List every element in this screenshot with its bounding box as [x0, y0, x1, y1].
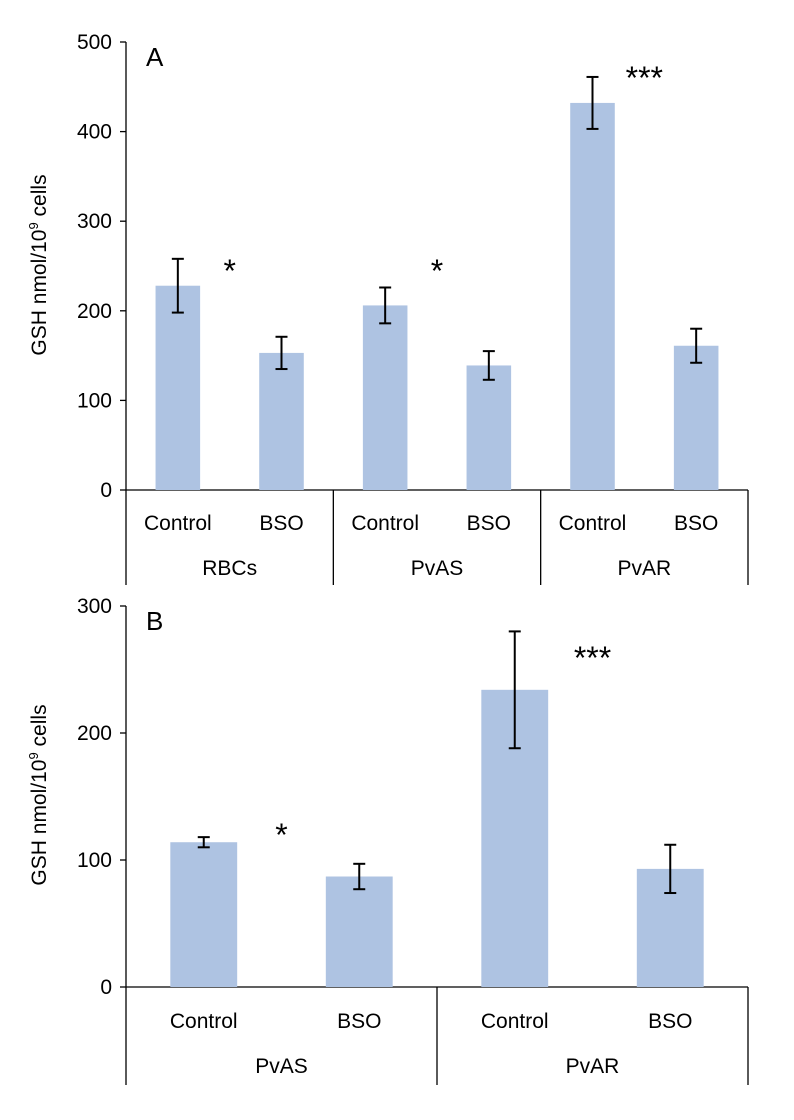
y-axis-label: GSH nmol/109 cells [26, 704, 51, 885]
bar [466, 365, 512, 490]
group-label: PvAS [411, 557, 464, 580]
y-tick-label: 0 [100, 479, 112, 502]
significance-marker: * [431, 253, 443, 289]
bar [325, 876, 393, 987]
category-label: BSO [259, 512, 303, 535]
bar [362, 305, 408, 490]
bar [259, 352, 304, 490]
group-label: PvAR [617, 557, 671, 580]
panel-label: B [146, 606, 163, 636]
y-tick-label: 200 [77, 300, 112, 323]
panel-label: A [146, 42, 164, 72]
category-label: BSO [648, 1010, 692, 1033]
significance-marker: *** [626, 60, 663, 96]
y-axis-label-unit: cells [28, 174, 51, 222]
y-tick-label: 300 [77, 595, 112, 618]
y-tick-label: 400 [77, 121, 112, 144]
y-tick-label: 500 [77, 31, 112, 54]
y-tick-label: 200 [77, 722, 112, 745]
significance-marker: * [275, 817, 287, 853]
y-axis-label-superscript: 9 [26, 752, 41, 759]
y-axis-label: GSH nmol/109 cells [26, 174, 51, 355]
category-label: BSO [467, 512, 511, 535]
y-tick-label: 100 [77, 389, 112, 412]
y-tick-label: 300 [77, 210, 112, 233]
category-label: Control [559, 512, 627, 535]
y-axis-label-text: GSH nmol/10 [28, 230, 51, 356]
group-label: RBCs [202, 557, 257, 580]
category-label: BSO [337, 1010, 381, 1033]
y-tick-label: 0 [100, 976, 112, 999]
y-axis-label-unit: cells [28, 704, 51, 752]
bar [170, 842, 238, 987]
significance-marker: *** [574, 640, 611, 676]
y-axis-label-superscript: 9 [26, 222, 41, 229]
category-label: Control [481, 1010, 549, 1033]
y-axis-label-text: GSH nmol/10 [28, 760, 51, 886]
significance-marker: * [223, 253, 235, 289]
bar [155, 285, 201, 490]
group-label: PvAR [566, 1055, 620, 1078]
group-label: PvAS [255, 1055, 308, 1078]
category-label: Control [144, 512, 212, 535]
bar [570, 102, 615, 490]
bar [673, 345, 719, 490]
y-tick-label: 100 [77, 849, 112, 872]
chart-panel-a: 0 100 200 300 400 500 Control BSO Control BSO Cont… [26, 31, 749, 585]
category-label: Control [351, 512, 419, 535]
category-label: Control [170, 1010, 238, 1033]
category-label: BSO [674, 512, 718, 535]
